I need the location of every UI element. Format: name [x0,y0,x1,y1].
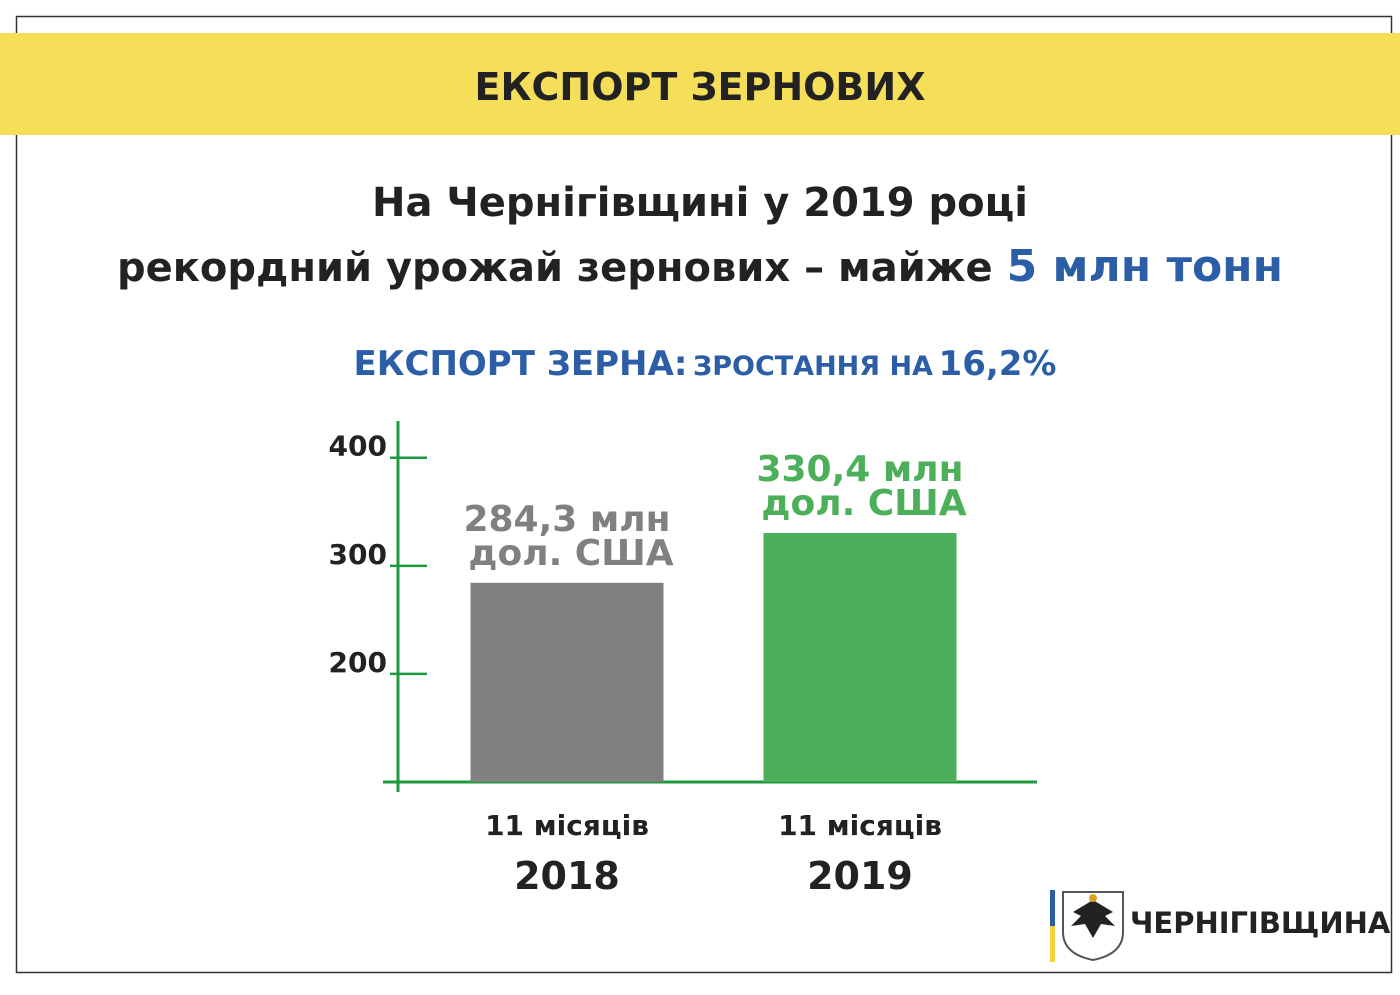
bar [763,532,957,782]
y-tick-label: 300 [329,538,387,571]
y-tick-label: 200 [329,646,387,679]
subtitle-lead: ЕКСПОРТ ЗЕРНА: [353,344,687,384]
chart-title: ЕКСПОРТ ЗЕРНОВИХ [475,65,926,109]
logo-text: ЧЕРНІГІВЩИНА [1130,906,1391,940]
eagle [1071,900,1115,938]
value-label: дол. США [468,533,673,574]
flag-yellow [1050,926,1055,962]
subtitle-middle: ЗРОСТАННЯ НА [693,351,933,382]
value-label: дол. США [761,483,966,524]
x-tick-label: 11 місяців [485,809,649,842]
frame [15,15,1393,974]
header-band [0,33,1400,135]
y-tick-label: 400 [329,430,387,463]
x-tick-label: 11 місяців [778,809,942,842]
x-tick-label: 2018 [514,854,620,898]
subtitle-figure: 16,2% [939,344,1057,384]
subtitle: ЕКСПОРТ ЗЕРНА: ЗРОСТАННЯ НА 16,2% [353,344,1056,384]
crown [1089,894,1097,902]
headline-line: рекордний урожай зернових – майже 5 млн … [117,241,1283,292]
flag-blue [1050,890,1055,926]
logo: ЧЕРНІГІВЩИНА [1050,890,1391,962]
x-tick-label: 2019 [807,854,913,898]
value-label: 284,3 млн [463,499,670,540]
headline-highlight: 5 млн тонн [1007,241,1283,292]
bar [470,582,664,782]
headline-line: На Чернігівщині у 2019 році [372,180,1028,226]
headline-text: рекордний урожай зернових – майже [117,245,993,291]
value-label: 330,4 млн [756,449,963,490]
